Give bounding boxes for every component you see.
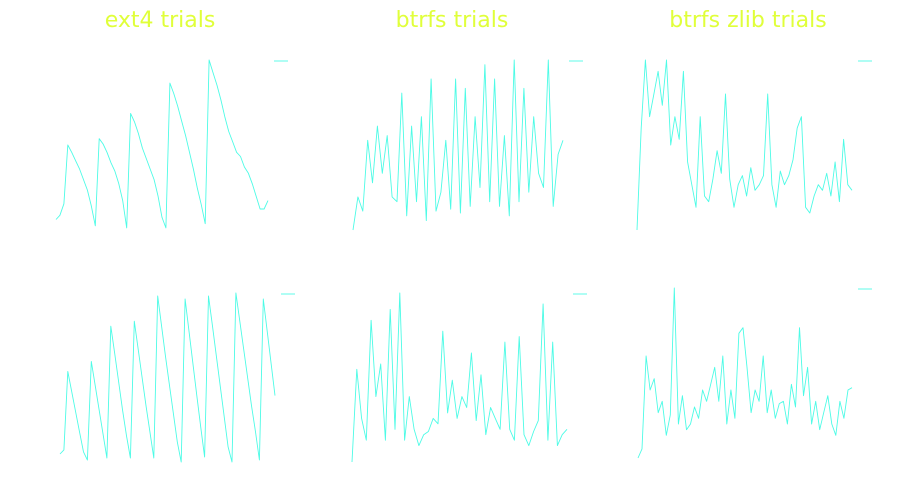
chart-title-btrfs: btrfs trials — [395, 8, 509, 33]
series-line-btrfs-row2 — [351, 292, 568, 463]
series-line-ext4-row1 — [55, 59, 269, 229]
series-line-btrfs-zlib-row1 — [636, 59, 853, 231]
series-line-btrfs-row1 — [352, 59, 564, 231]
chart-title-ext4: ext4 trials — [104, 8, 216, 33]
chart-title-btrfs-zlib: btrfs zlib trials — [669, 8, 827, 33]
series-line-btrfs-zlib-row2 — [637, 287, 853, 459]
series-line-ext4-row2 — [59, 292, 276, 463]
